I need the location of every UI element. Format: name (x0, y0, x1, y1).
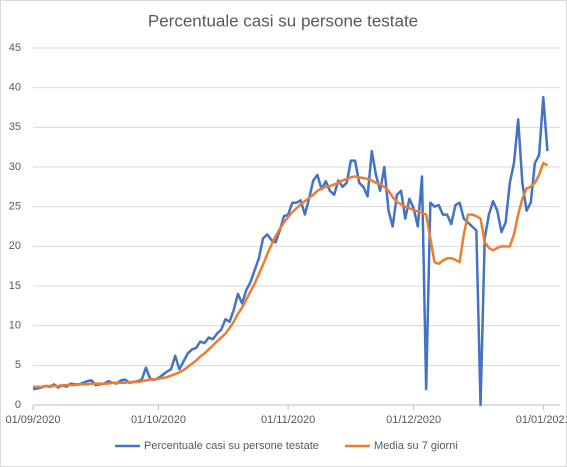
chart-title: Percentuale casi su persone testate (148, 11, 418, 30)
x-tick-label: 01/11/2020 (261, 414, 315, 426)
y-tick-label: 0 (15, 399, 21, 411)
y-tick-label: 10 (9, 320, 21, 332)
y-tick-label: 30 (9, 161, 21, 173)
y-tick-label: 35 (9, 121, 21, 133)
x-tick-label: 01/09/2020 (5, 414, 60, 426)
y-tick-label: 15 (9, 280, 21, 292)
y-tick-label: 25 (9, 201, 21, 213)
legend-label: Percentuale casi su persone testate (144, 440, 319, 452)
y-tick-label: 40 (9, 82, 21, 94)
series-line (33, 161, 549, 388)
y-tick-label: 45 (9, 42, 21, 54)
x-tick-label: 01/01/2021 (516, 414, 567, 426)
legend-label: Media su 7 giorni (374, 440, 458, 452)
y-tick-label: 20 (9, 240, 21, 252)
x-tick-label: 01/12/2020 (386, 414, 441, 426)
y-tick-label: 5 (15, 359, 21, 371)
x-tick-label: 01/10/2020 (131, 414, 186, 426)
